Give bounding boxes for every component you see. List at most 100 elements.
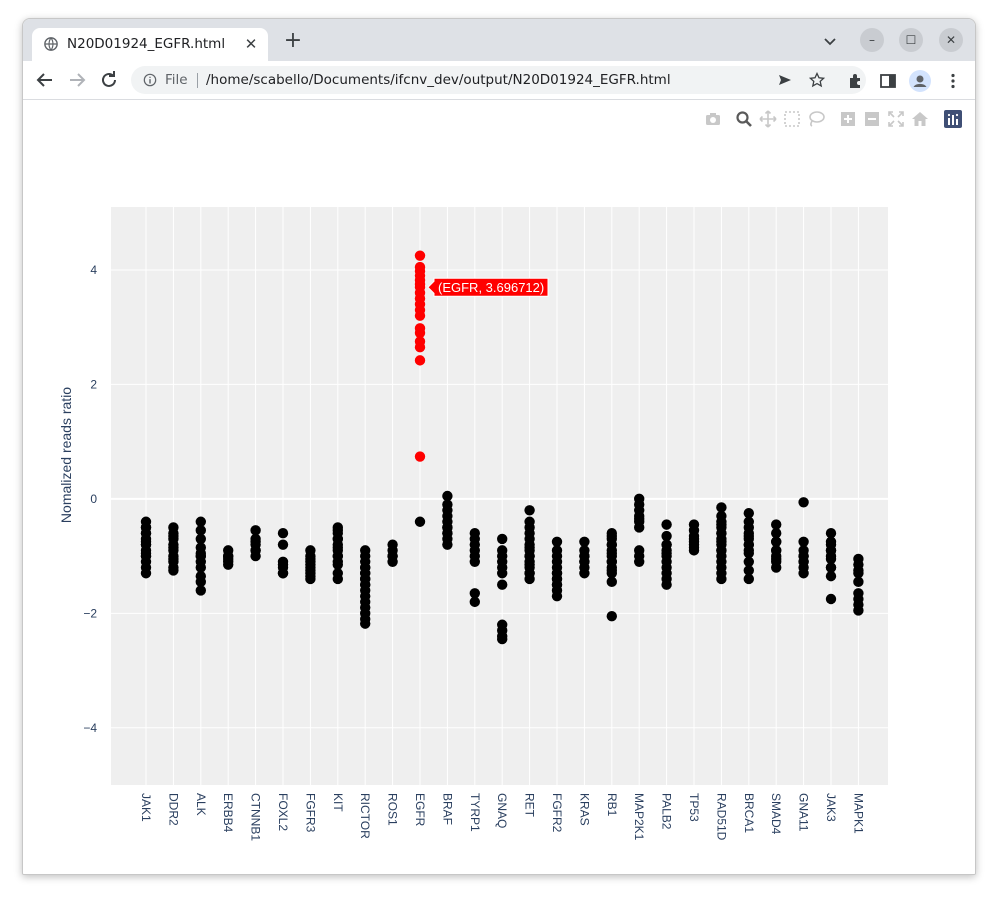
data-point[interactable] (387, 556, 398, 568)
data-point[interactable] (332, 542, 343, 553)
data-point[interactable] (524, 573, 535, 585)
data-point[interactable] (634, 556, 645, 568)
data-point[interactable] (497, 579, 508, 590)
data-point[interactable] (414, 355, 426, 366)
data-point[interactable] (771, 545, 782, 556)
avatar[interactable] (909, 70, 931, 92)
data-point[interactable] (277, 539, 289, 550)
data-point[interactable] (771, 553, 782, 565)
data-point[interactable] (743, 516, 754, 527)
data-point[interactable] (771, 562, 782, 573)
data-point[interactable] (195, 585, 206, 596)
close-window-button[interactable]: ✕ (939, 28, 963, 52)
data-point[interactable] (716, 545, 727, 556)
box-select-icon[interactable] (783, 110, 801, 128)
data-point[interactable] (195, 576, 206, 588)
data-point[interactable] (798, 536, 809, 547)
data-point[interactable] (606, 539, 617, 550)
data-point[interactable] (771, 519, 782, 530)
data-point[interactable] (661, 519, 672, 530)
reset-axes-icon[interactable] (911, 110, 929, 128)
data-point[interactable] (825, 553, 837, 565)
zoom-in-icon[interactable] (839, 110, 857, 128)
data-point[interactable] (771, 536, 782, 547)
data-point[interactable] (716, 536, 727, 547)
data-point[interactable] (168, 542, 179, 553)
data-point[interactable] (332, 533, 343, 545)
data-point[interactable] (414, 327, 426, 339)
forward-arrow-icon[interactable] (65, 68, 89, 92)
info-icon[interactable] (143, 73, 157, 87)
data-point[interactable] (140, 527, 152, 539)
data-point[interactable] (414, 451, 426, 462)
data-point[interactable] (716, 527, 727, 539)
data-point[interactable] (661, 539, 672, 550)
data-point[interactable] (825, 570, 837, 582)
active-tab[interactable]: N20D01924_EGFR.html ✕ (32, 28, 268, 61)
data-point[interactable] (716, 519, 727, 530)
data-point[interactable] (250, 525, 261, 536)
back-arrow-icon[interactable] (33, 68, 57, 92)
data-point[interactable] (332, 525, 343, 536)
data-point[interactable] (277, 527, 289, 539)
data-point[interactable] (332, 550, 343, 562)
data-point[interactable] (168, 553, 179, 565)
data-point[interactable] (497, 568, 508, 579)
data-point[interactable] (195, 533, 206, 545)
data-point[interactable] (606, 556, 617, 568)
data-point[interactable] (332, 559, 343, 570)
data-point[interactable] (771, 527, 782, 539)
data-point[interactable] (825, 536, 837, 547)
data-point[interactable] (195, 550, 206, 562)
data-point[interactable] (414, 250, 426, 261)
data-point[interactable] (606, 576, 617, 588)
reload-icon[interactable] (97, 68, 121, 92)
data-point[interactable] (442, 539, 453, 550)
data-point[interactable] (688, 545, 700, 556)
data-point[interactable] (469, 596, 480, 608)
data-point[interactable] (661, 579, 672, 590)
data-point[interactable] (606, 548, 617, 559)
plotly-logo-icon[interactable] (944, 110, 962, 128)
data-point[interactable] (743, 573, 754, 585)
data-point[interactable] (414, 342, 426, 353)
data-point[interactable] (606, 610, 617, 622)
data-point[interactable] (195, 562, 206, 573)
zoom-icon[interactable] (735, 110, 753, 128)
data-point[interactable] (853, 605, 864, 616)
data-point[interactable] (825, 545, 837, 556)
data-point[interactable] (497, 533, 508, 545)
data-point[interactable] (442, 527, 453, 539)
new-tab-button[interactable]: + (283, 28, 303, 53)
data-point[interactable] (524, 550, 535, 562)
data-point[interactable] (853, 568, 864, 579)
data-point[interactable] (360, 618, 371, 629)
data-point[interactable] (743, 565, 754, 576)
data-point[interactable] (743, 548, 754, 559)
maximize-button[interactable]: ☐ (899, 28, 923, 52)
star-icon[interactable] (809, 72, 825, 88)
extensions-icon[interactable] (847, 72, 865, 90)
data-point[interactable] (825, 593, 837, 605)
data-point[interactable] (716, 573, 727, 585)
data-point[interactable] (442, 490, 453, 502)
data-point[interactable] (661, 530, 672, 542)
data-point[interactable] (798, 568, 809, 579)
data-point[interactable] (469, 556, 480, 568)
minimize-button[interactable]: – (860, 28, 884, 52)
data-point[interactable] (716, 502, 727, 513)
data-point[interactable] (497, 633, 508, 645)
data-point[interactable] (277, 568, 289, 579)
camera-icon[interactable] (704, 110, 722, 128)
data-point[interactable] (825, 527, 837, 539)
data-point[interactable] (168, 565, 179, 576)
data-point[interactable] (524, 505, 535, 516)
data-point[interactable] (223, 553, 234, 565)
data-point[interactable] (168, 530, 179, 542)
data-point[interactable] (360, 579, 371, 590)
data-point[interactable] (743, 556, 754, 568)
data-point[interactable] (743, 530, 754, 542)
more-menu-icon[interactable] (944, 72, 962, 90)
url-text[interactable]: /home/scabello/Documents/ifcnv_dev/outpu… (206, 72, 671, 88)
data-point[interactable] (305, 570, 316, 582)
